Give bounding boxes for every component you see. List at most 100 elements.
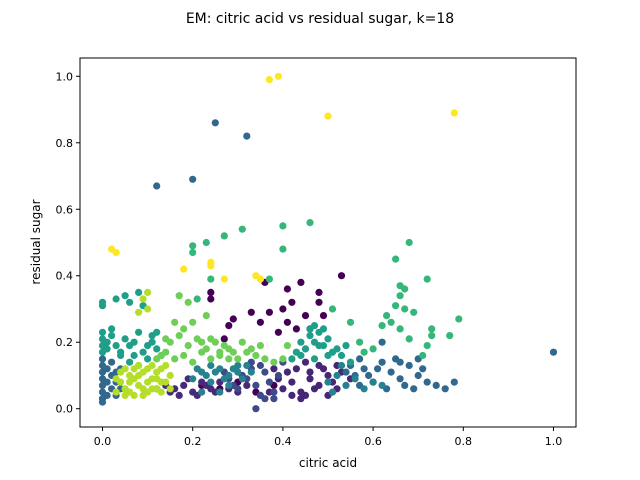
data-point: [328, 305, 337, 313]
data-point: [121, 335, 129, 343]
data-point: [144, 355, 152, 363]
data-point: [337, 361, 346, 370]
data-point: [378, 358, 386, 366]
data-point: [207, 361, 215, 370]
data-point: [247, 308, 255, 316]
data-point: [324, 335, 332, 343]
data-point: [207, 258, 215, 266]
data-point: [126, 298, 134, 306]
data-point: [279, 245, 287, 253]
data-point: [189, 358, 197, 366]
data-point: [220, 275, 228, 283]
y-tick-label: 0.0: [56, 403, 74, 416]
data-point: [328, 388, 337, 396]
data-point: [198, 338, 206, 346]
data-point: [139, 391, 147, 399]
data-point: [423, 342, 431, 350]
y-tick-label: 0.2: [56, 336, 74, 349]
data-point: [410, 385, 418, 393]
data-point: [324, 112, 332, 120]
data-point: [288, 378, 296, 386]
data-point: [202, 312, 210, 320]
data-point: [157, 378, 165, 386]
data-point: [410, 308, 418, 316]
data-point: [229, 348, 237, 356]
data-point: [283, 318, 291, 326]
data-point: [455, 315, 463, 323]
data-point: [130, 351, 138, 360]
data-point: [441, 385, 449, 393]
data-point: [144, 305, 152, 313]
data-point: [229, 315, 237, 323]
data-point: [270, 365, 278, 373]
data-point: [369, 378, 377, 386]
data-point: [346, 318, 355, 326]
data-point: [405, 361, 413, 370]
data-point: [166, 371, 174, 380]
data-point: [108, 358, 116, 366]
x-tick-label: 1.0: [545, 435, 563, 448]
data-point: [292, 365, 300, 373]
x-tick-label: 0.6: [364, 435, 382, 448]
data-point: [234, 355, 242, 363]
data-point: [419, 351, 427, 360]
data-point: [180, 325, 188, 333]
data-point: [301, 345, 310, 353]
data-point: [265, 308, 273, 316]
data-point: [356, 338, 364, 346]
data-point: [126, 358, 134, 366]
data-point: [301, 358, 310, 366]
data-point: [274, 328, 282, 336]
data-point: [135, 308, 143, 316]
data-point: [374, 365, 382, 373]
data-point: [148, 385, 156, 393]
data-point: [342, 368, 350, 376]
data-point: [446, 332, 454, 340]
data-point: [139, 348, 147, 356]
data-point: [270, 395, 278, 403]
data-point: [288, 298, 296, 306]
data-point: [315, 298, 323, 306]
data-point: [337, 351, 346, 360]
x-tick-label: 0.2: [184, 435, 202, 448]
data-point: [238, 338, 246, 346]
data-point: [220, 342, 228, 350]
data-point: [112, 342, 120, 350]
data-point: [392, 255, 400, 263]
data-point: [383, 312, 391, 320]
data-point: [310, 385, 319, 393]
data-point: [283, 368, 291, 376]
data-point: [153, 328, 161, 336]
data-point: [306, 219, 314, 227]
data-point: [405, 238, 413, 247]
x-tick-label: 0.4: [274, 435, 292, 448]
data-point: [401, 381, 409, 389]
data-point: [261, 395, 269, 403]
y-axis: 0.0 0.2 0.4 0.6 0.8 1.0: [56, 70, 80, 416]
data-point: [423, 275, 431, 283]
data-point: [112, 375, 120, 383]
data-point: [365, 371, 373, 380]
data-point: [189, 375, 197, 383]
data-point: [265, 76, 273, 84]
data-point: [256, 361, 264, 370]
data-point: [108, 325, 116, 333]
data-point: [220, 375, 228, 383]
data-point: [396, 358, 404, 366]
data-point: [135, 371, 143, 380]
data-point: [401, 285, 409, 293]
data-point: [360, 385, 368, 393]
data-point: [193, 365, 201, 373]
data-point: [279, 385, 287, 393]
data-point: [342, 381, 350, 389]
data-point: [112, 248, 120, 257]
data-point: [405, 335, 413, 343]
data-point: [135, 288, 143, 296]
data-point: [162, 335, 170, 343]
data-point: [450, 109, 458, 117]
data-point: [306, 332, 314, 340]
data-point: [428, 325, 436, 333]
y-tick-label: 0.8: [56, 137, 74, 150]
data-point: [243, 381, 251, 389]
data-point: [252, 351, 260, 360]
